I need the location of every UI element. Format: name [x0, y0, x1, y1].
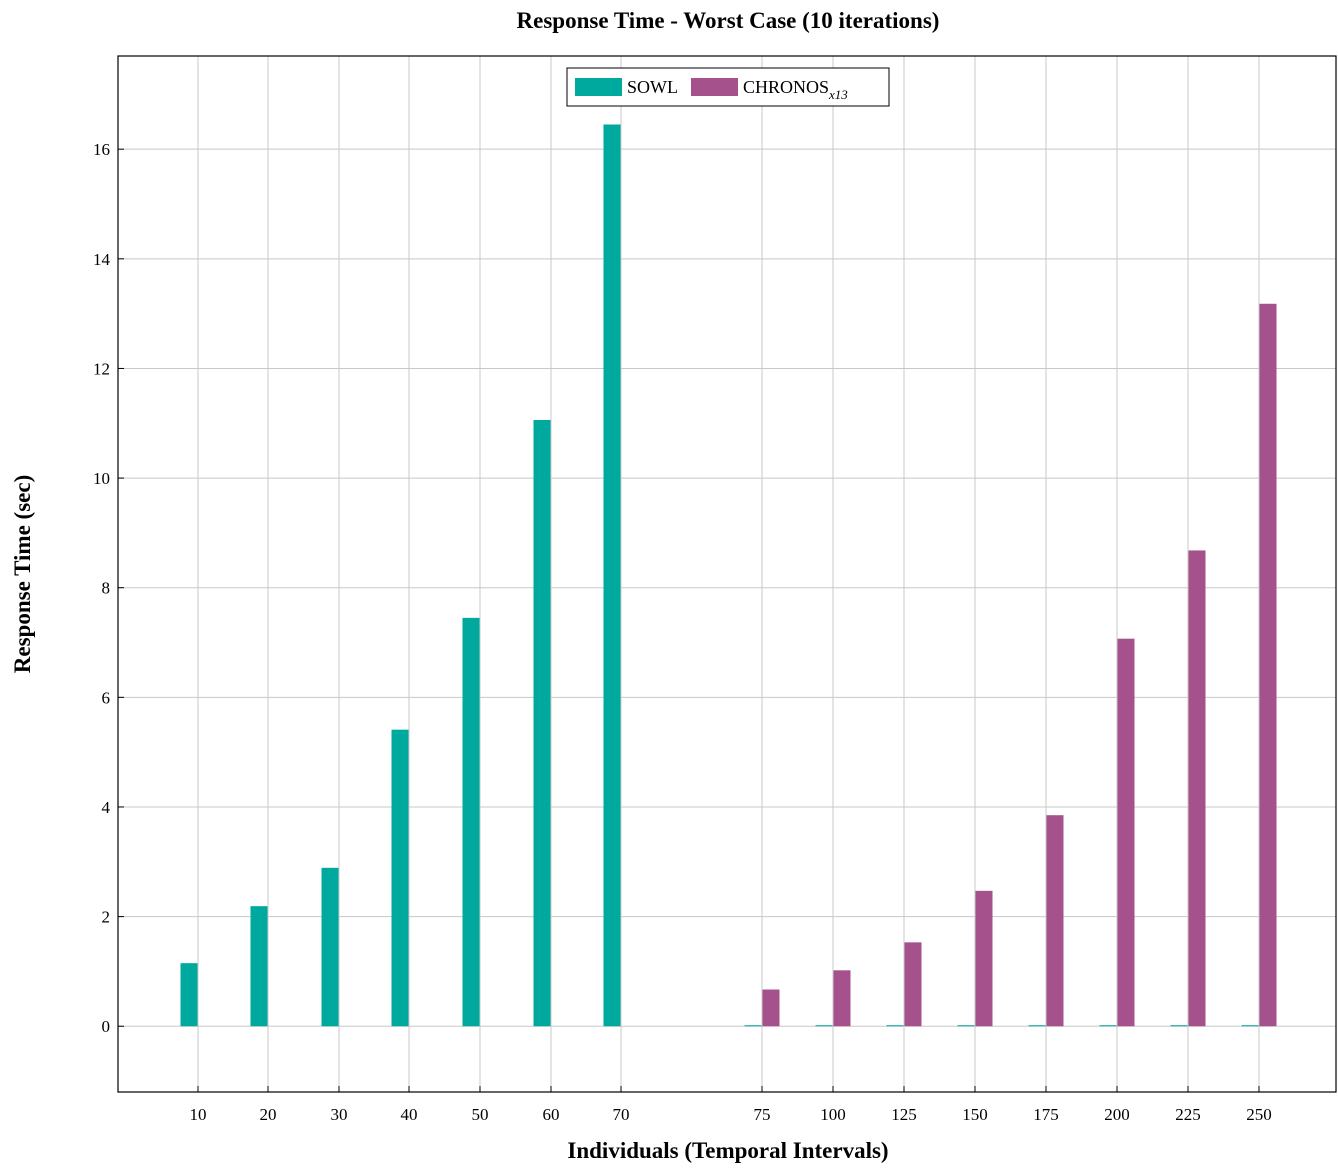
legend-swatch-sowl — [575, 78, 622, 96]
y-tick-label: 14 — [93, 250, 111, 269]
bar-sowl-100 — [815, 1025, 833, 1027]
x-tick-label: 250 — [1246, 1105, 1272, 1124]
bar-sowl-225 — [1170, 1025, 1188, 1027]
bar-chronos-225 — [1188, 550, 1206, 1027]
bar-chronos-125 — [904, 942, 922, 1027]
bar-sowl-10 — [180, 963, 198, 1027]
bar-sowl-150 — [957, 1025, 975, 1027]
x-tick-label: 40 — [401, 1105, 418, 1124]
bar-sowl-30 — [321, 867, 339, 1027]
x-tick-label: 50 — [472, 1105, 489, 1124]
y-tick-label: 16 — [93, 140, 110, 159]
bar-chronos-250 — [1259, 303, 1277, 1027]
y-tick-label: 12 — [93, 359, 110, 378]
bar-chronos-150 — [975, 890, 993, 1027]
plot-frame — [117, 55, 1337, 1093]
x-tick-label: 20 — [260, 1105, 277, 1124]
bar-sowl-175 — [1028, 1025, 1046, 1027]
bar-sowl-20 — [250, 906, 268, 1027]
x-tick-label: 175 — [1033, 1105, 1059, 1124]
x-tick-label: 10 — [190, 1105, 207, 1124]
bar-sowl-75 — [744, 1025, 762, 1027]
x-tick-label: 30 — [331, 1105, 348, 1124]
y-axis-ticks: 0 2 4 6 8 10 12 14 16 — [93, 140, 124, 1036]
x-tick-label: 75 — [754, 1105, 771, 1124]
grid — [118, 56, 1336, 1092]
y-tick-label: 2 — [102, 908, 111, 927]
legend-label-chronos-main: CHRONOS — [743, 77, 829, 97]
bar-chronos-100 — [833, 970, 851, 1027]
y-tick-label: 0 — [102, 1017, 111, 1036]
bar-sowl-60 — [533, 419, 551, 1027]
bar-sowl-200 — [1099, 1025, 1117, 1027]
legend-label-chronos-subscript: x13 — [828, 87, 848, 102]
y-tick-label: 4 — [102, 798, 111, 817]
x-tick-label: 150 — [962, 1105, 988, 1124]
bar-sowl-125 — [886, 1025, 904, 1027]
x-tick-label: 60 — [543, 1105, 560, 1124]
bar-chronos-200 — [1117, 638, 1135, 1027]
x-tick-label: 225 — [1175, 1105, 1201, 1124]
x-tick-label: 200 — [1104, 1105, 1130, 1124]
y-tick-label: 8 — [102, 579, 111, 598]
bar-sowl-40 — [391, 729, 409, 1027]
bar-chronos-175 — [1046, 815, 1064, 1027]
y-axis-title: Response Time (sec) — [10, 475, 35, 673]
legend: SOWL CHRONOSx13 — [566, 67, 890, 107]
bar-sowl-250 — [1241, 1025, 1259, 1027]
legend-swatch-chronos — [691, 78, 738, 96]
x-axis-ticks: 10 20 30 40 50 60 70 75 100 125 150 175 200 225 250 — [190, 1086, 1272, 1124]
bars — [180, 124, 1277, 1027]
legend-label-chronos: CHRONOSx13 — [743, 77, 848, 102]
x-tick-label: 125 — [891, 1105, 917, 1124]
x-tick-label: 100 — [820, 1105, 846, 1124]
x-tick-label: 70 — [613, 1105, 630, 1124]
bar-sowl-50 — [462, 617, 480, 1027]
y-tick-label: 6 — [102, 688, 111, 707]
bar-sowl-70 — [603, 124, 621, 1027]
legend-label-sowl: SOWL — [627, 77, 678, 97]
y-tick-label: 10 — [93, 469, 110, 488]
chart-title: Response Time - Worst Case (10 iteration… — [517, 8, 940, 33]
x-axis-title: Individuals (Temporal Intervals) — [567, 1138, 888, 1163]
bar-chronos-75 — [762, 989, 780, 1027]
